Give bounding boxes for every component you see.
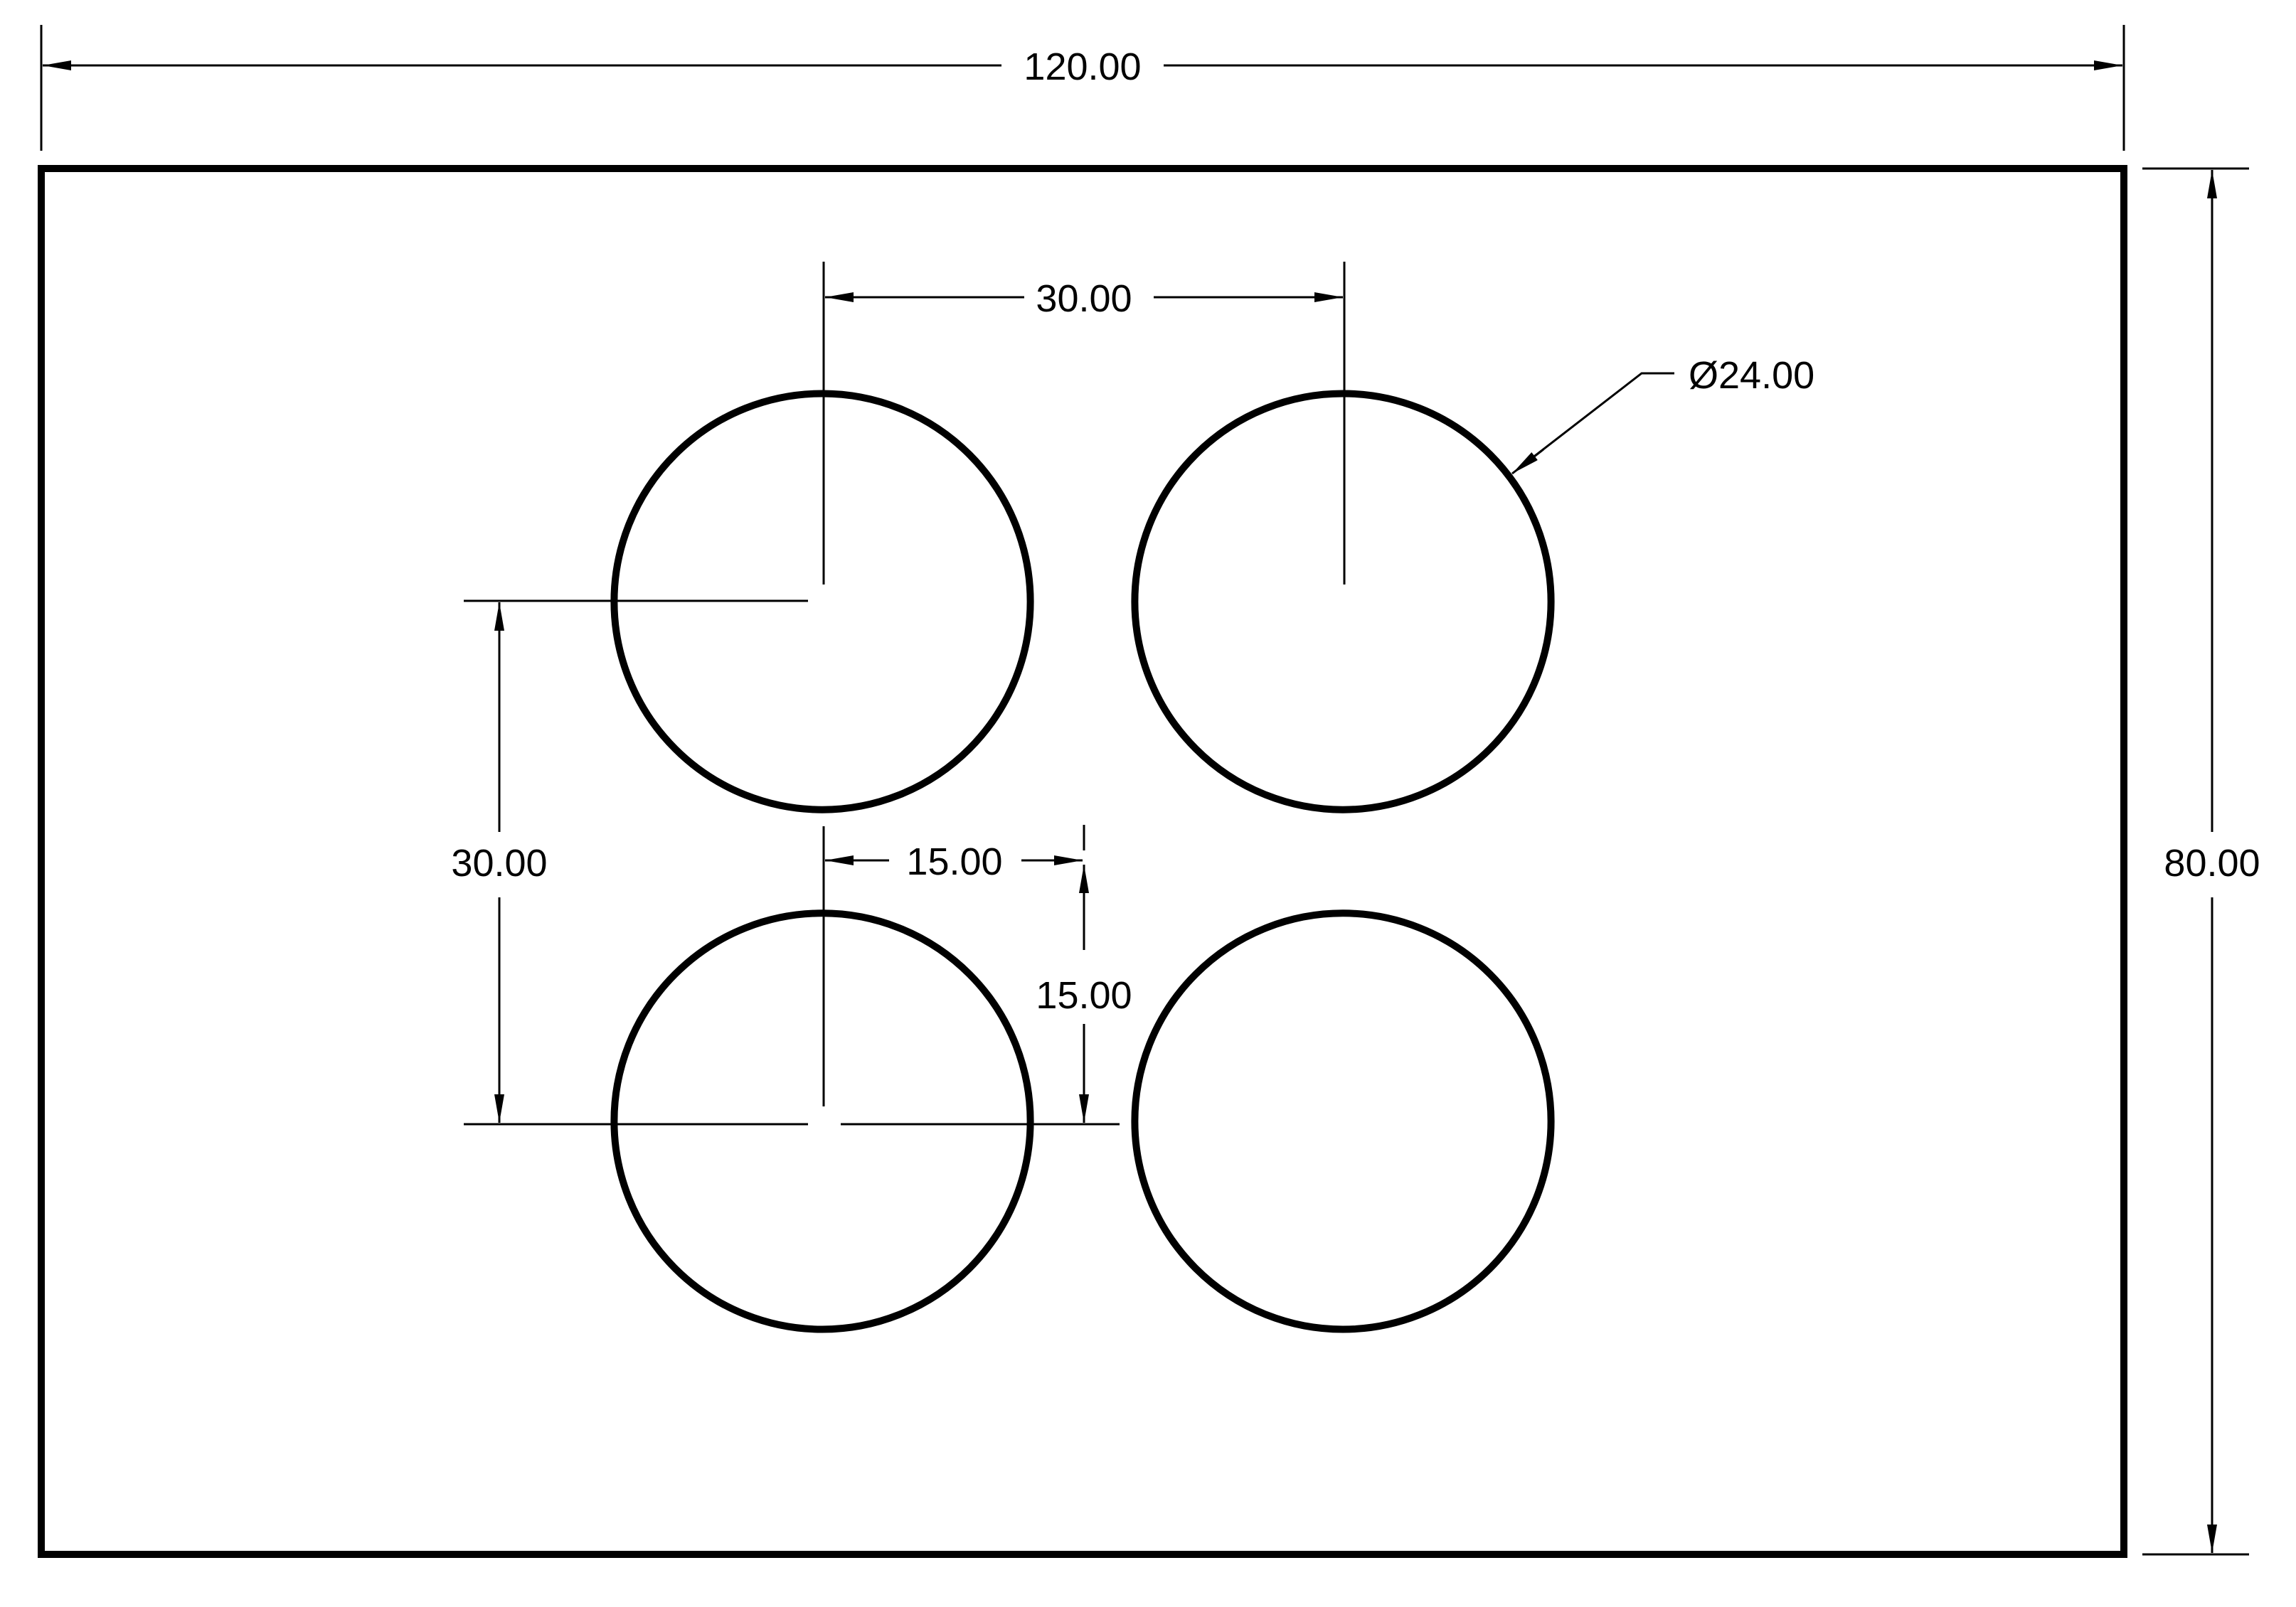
hole-2 (1131, 390, 1555, 813)
overall-height-dimension (2142, 167, 2249, 1556)
hole-spacing-vertical-label: 30.00 (451, 842, 547, 885)
offset-horizontal-dimension (822, 825, 1085, 1106)
hole-diameter-label: Ø24.00 (1689, 354, 1814, 397)
hole-spacing-vertical-dimension (464, 599, 1120, 1126)
hole-spacing-horizontal-label: 30.00 (1036, 277, 1132, 320)
overall-width-dimension (40, 25, 2125, 151)
diameter-leader-arrow (1511, 448, 1544, 475)
hole-3 (610, 909, 1034, 1333)
holes-group (610, 390, 1555, 1333)
hole-spacing-horizontal-dimension (822, 262, 1346, 584)
overall-width-label: 120.00 (1024, 46, 1141, 88)
offset-vertical-label: 15.00 (1036, 974, 1132, 1017)
hole-4 (1131, 909, 1555, 1333)
overall-height-label: 80.00 (2164, 842, 2260, 885)
diameter-leader (1511, 372, 1674, 475)
plate-outline (38, 165, 2127, 1558)
offset-horizontal-label: 15.00 (906, 840, 1002, 883)
diameter-leader-line (1519, 372, 1674, 469)
